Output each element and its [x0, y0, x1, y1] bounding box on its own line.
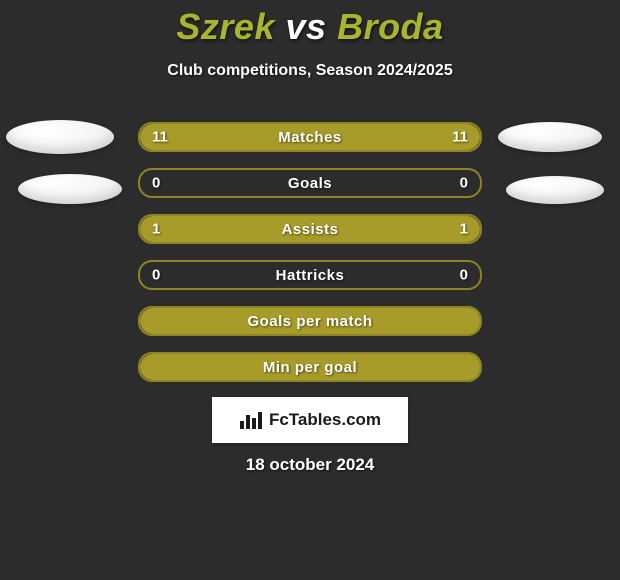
stat-row: 1 1 Assists [138, 214, 482, 244]
stat-label: Min per goal [263, 359, 357, 376]
comparison-card: Szrek vs Broda Club competitions, Season… [0, 0, 620, 580]
vs-word: vs [286, 6, 327, 47]
stat-row: Min per goal [138, 352, 482, 382]
stat-right-value: 1 [460, 221, 468, 238]
date-label: 18 october 2024 [0, 455, 620, 475]
stat-label: Matches [278, 129, 342, 146]
stat-right-value: 0 [460, 175, 468, 192]
watermark: FcTables.com [212, 397, 408, 443]
stat-label: Hattricks [276, 267, 345, 284]
page-title: Szrek vs Broda [0, 6, 620, 48]
stat-row: Goals per match [138, 306, 482, 336]
player2-name: Broda [337, 6, 444, 47]
stat-left-value: 0 [152, 175, 160, 192]
subtitle: Club competitions, Season 2024/2025 [0, 62, 620, 80]
stat-row: 11 11 Matches [138, 122, 482, 152]
player1-photo-top [6, 120, 114, 154]
stat-right-value: 0 [460, 267, 468, 284]
stat-label: Goals [288, 175, 332, 192]
player1-name: Szrek [176, 6, 275, 47]
stat-label: Assists [282, 221, 339, 238]
stat-left-value: 1 [152, 221, 160, 238]
player2-photo-top [498, 122, 602, 152]
bars-icon [239, 410, 263, 430]
player2-photo-bottom [506, 176, 604, 204]
stat-right-value: 11 [452, 129, 468, 146]
player1-photo-bottom [18, 174, 122, 204]
stat-row: 0 0 Hattricks [138, 260, 482, 290]
watermark-text: FcTables.com [269, 410, 381, 430]
stat-row: 0 0 Goals [138, 168, 482, 198]
stat-left-value: 0 [152, 267, 160, 284]
stats-container: 1111Matches00Goals11Assists00HattricksGo… [138, 122, 482, 398]
stat-left-value: 11 [152, 129, 168, 146]
stat-label: Goals per match [247, 313, 372, 330]
